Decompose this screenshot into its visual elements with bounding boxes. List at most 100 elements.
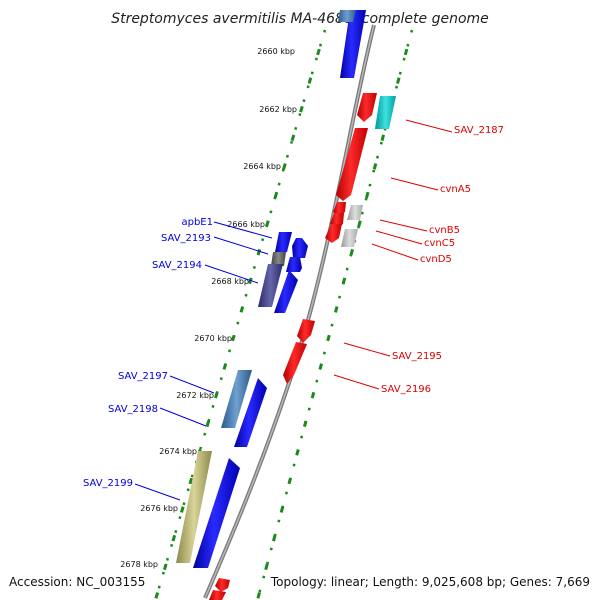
kbp-label-2672: 2672 kbp <box>176 391 214 400</box>
gene-label-cvnC5[interactable]: cvnC5 <box>424 238 455 249</box>
kbp-label-2660: 2660 kbp <box>257 47 295 56</box>
left-tick-dash <box>316 48 321 56</box>
leader-SAV_2196 <box>333 374 380 390</box>
right-tick-dash <box>396 77 401 84</box>
gene-arrow[interactable] <box>209 590 226 600</box>
gene-arrow-SAV_2187[interactable] <box>375 96 396 129</box>
gene-block-SAV_2197[interactable] <box>221 370 252 428</box>
gene-label-SAV_2199[interactable]: SAV_2199 <box>83 478 133 489</box>
leader-SAV_2194 <box>204 264 259 284</box>
left-tick-dash <box>162 563 168 571</box>
left-tick-dash <box>188 477 194 485</box>
leader-SAV_2195 <box>343 342 391 357</box>
kbp-label-2676: 2676 kbp <box>140 504 178 513</box>
kbp-label-2668: 2668 kbp <box>211 277 249 286</box>
leader-SAV_2197 <box>169 375 215 394</box>
left-tick-dash <box>282 163 287 170</box>
left-tick-dash <box>256 248 262 256</box>
left-tick-dash <box>154 592 160 599</box>
reverse-strand-genes <box>209 93 396 600</box>
right-tick-dash <box>295 449 300 456</box>
right-tick-dash <box>326 334 331 342</box>
forward-gene-labels: apbE1 SAV_2193 SAV_2194 SAV_2197 SAV_219… <box>83 217 213 489</box>
right-tick-dash <box>380 134 386 142</box>
genome-stats-text: Topology: linear; Length: 9,025,608 bp; … <box>270 575 590 589</box>
gene-label-cvnA5[interactable]: cvnA5 <box>440 184 471 195</box>
kbp-label-2662: 2662 kbp <box>259 105 297 114</box>
gene-label-SAV_2194[interactable]: SAV_2194 <box>152 260 202 271</box>
gene-arrow[interactable] <box>333 202 346 216</box>
gene-label-SAV_2193[interactable]: SAV_2193 <box>161 233 211 244</box>
gene-arrow-apbE1[interactable] <box>275 232 292 252</box>
kbp-label-2670: 2670 kbp <box>194 334 232 343</box>
gene-label-SAV_2187[interactable]: SAV_2187 <box>454 125 504 136</box>
gene-arrow[interactable] <box>340 10 366 78</box>
right-tick-dash <box>256 592 261 599</box>
right-tick-dash <box>365 191 370 199</box>
gene-label-SAV_2197[interactable]: SAV_2197 <box>118 371 168 382</box>
gene-label-apbE1[interactable]: apbE1 <box>181 217 213 228</box>
gene-arrow[interactable] <box>215 578 230 592</box>
kbp-label-2666: 2666 kbp <box>227 220 265 229</box>
left-tick-dash <box>171 534 177 542</box>
gene-arrow[interactable] <box>325 224 342 243</box>
right-tick-dash <box>279 506 285 513</box>
reverse-gene-labels: SAV_2187 cvnA5 cvnB5 cvnC5 cvnD5 SAV_219… <box>381 125 504 395</box>
gene-label-SAV_2196[interactable]: SAV_2196 <box>381 384 431 395</box>
forward-strand-genes <box>176 10 366 568</box>
leader-cvnA5 <box>390 177 439 191</box>
gene-arrow[interactable] <box>193 458 240 568</box>
left-tick-dash <box>265 220 270 227</box>
gene-block-cvnB5[interactable] <box>347 205 363 220</box>
right-tick-dash <box>334 306 339 313</box>
gene-arrow[interactable] <box>338 10 356 22</box>
gene-arrow[interactable] <box>286 257 302 272</box>
left-tick-dash <box>299 105 304 113</box>
accession-text: Accession: NC_003155 <box>9 575 145 589</box>
kbp-label-2664: 2664 kbp <box>243 162 281 171</box>
page-title: Streptomyces avermitilis MA-4680, comple… <box>111 11 489 27</box>
leader-SAV_2198 <box>159 407 207 427</box>
leader-SAV_2193 <box>213 236 269 255</box>
left-tick-dash <box>205 420 211 428</box>
gene-arrow-SAV_2195[interactable] <box>297 319 315 343</box>
gene-arrow[interactable] <box>292 238 308 258</box>
gene-arrow-SAV_2198[interactable] <box>234 378 267 447</box>
right-tick-dash <box>403 48 409 56</box>
gene-block-SAV_2199[interactable] <box>176 451 212 563</box>
gene-label-SAV_2198[interactable]: SAV_2198 <box>108 404 158 415</box>
gene-block[interactable] <box>271 252 286 266</box>
right-tick-dash <box>271 534 277 542</box>
gene-arrow[interactable] <box>357 93 377 122</box>
kbp-labels: 2660 kbp 2662 kbp 2664 kbp 2666 kbp 2668… <box>120 47 297 569</box>
gene-arrow-SAV_2196[interactable] <box>283 342 307 384</box>
gene-arrow-cvnA5[interactable] <box>336 128 368 201</box>
left-tick-dash <box>231 334 236 342</box>
leader-apbE1 <box>213 221 273 239</box>
leader-cvnD5 <box>371 243 419 261</box>
forward-leader-lines <box>134 221 273 501</box>
leader-SAV_2199 <box>134 483 181 501</box>
kbp-label-2678: 2678 kbp <box>120 560 158 569</box>
gene-block-cvnD5[interactable] <box>341 229 358 247</box>
reverse-leader-lines <box>333 119 453 390</box>
left-tick-dash <box>307 77 313 84</box>
left-guide-line <box>154 29 327 599</box>
right-tick-dash <box>310 391 316 399</box>
gene-label-cvnD5[interactable]: cvnD5 <box>420 254 452 265</box>
left-tick-dash <box>290 134 296 142</box>
gene-label-SAV_2195[interactable]: SAV_2195 <box>392 351 442 362</box>
right-tick-dash <box>302 420 308 428</box>
right-tick-dash <box>372 163 378 170</box>
left-tick-dash <box>239 306 245 313</box>
right-tick-dash <box>357 220 362 227</box>
left-tick-dash <box>180 506 185 513</box>
gene-label-cvnB5[interactable]: cvnB5 <box>429 225 460 236</box>
right-tick-dash <box>287 477 292 485</box>
left-tick-dash <box>273 191 279 199</box>
leader-cvnC5 <box>375 230 423 245</box>
gene-arrow[interactable] <box>274 270 298 313</box>
leader-cvnB5 <box>379 219 428 232</box>
gene-block-SAV_2194[interactable] <box>258 264 283 307</box>
